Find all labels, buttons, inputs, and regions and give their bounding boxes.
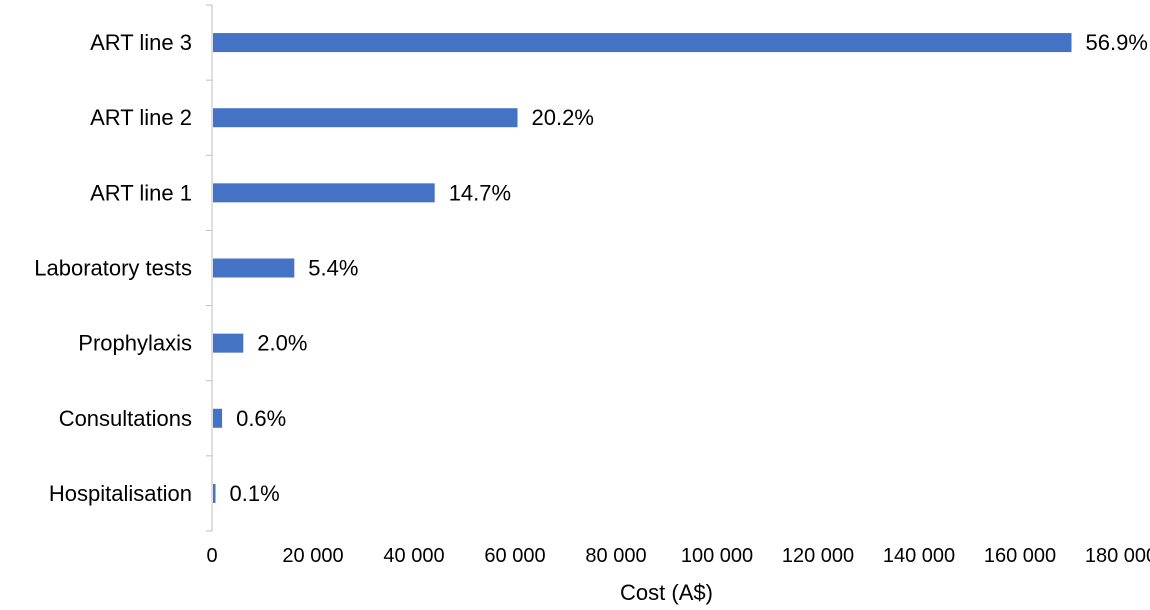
data-label: 14.7% — [449, 180, 511, 205]
y-axis-ticks — [206, 4, 212, 532]
data-label: 2.0% — [257, 331, 307, 356]
x-axis-tick-labels: 0 20 000 40 000 60 000 80 000 100 000 120 000 1… — [206, 545, 1150, 567]
category-label: ART line 3 — [90, 30, 192, 55]
bars — [213, 33, 1072, 503]
data-label: 0.6% — [236, 406, 286, 431]
data-labels: 56.9% 20.2% 14.7% 5.4% 2.0% 0.6% 0.1% — [230, 30, 1148, 506]
x-tick-label: 120 000 — [782, 545, 854, 567]
bar — [213, 33, 1072, 53]
category-labels: ART line 3 ART line 2 ART line 1 Laboratory… — [34, 30, 192, 506]
category-label: Consultations — [59, 406, 192, 431]
x-tick-label: 0 — [206, 545, 217, 567]
bar — [213, 408, 223, 428]
x-tick-label: 80 000 — [585, 545, 646, 567]
x-tick-label: 60 000 — [484, 545, 545, 567]
bar — [213, 333, 244, 353]
x-tick-label: 40 000 — [383, 545, 444, 567]
data-label: 56.9% — [1086, 30, 1148, 55]
category-label: Laboratory tests — [34, 256, 192, 281]
data-label: 20.2% — [532, 105, 594, 130]
x-tick-label: 140 000 — [883, 545, 955, 567]
x-tick-label: 100 000 — [681, 545, 753, 567]
bar — [213, 483, 216, 503]
bar — [213, 183, 435, 203]
data-label: 5.4% — [308, 256, 358, 281]
bar — [213, 108, 518, 128]
x-tick-label: 180 000 — [1085, 545, 1150, 567]
category-label: ART line 2 — [90, 105, 192, 130]
category-label: Prophylaxis — [78, 331, 192, 356]
x-tick-label: 20 000 — [282, 545, 343, 567]
bar — [213, 258, 295, 278]
category-label: Hospitalisation — [49, 481, 192, 506]
x-axis-title: Cost (A$) — [620, 580, 713, 605]
data-label: 0.1% — [230, 481, 280, 506]
x-tick-label: 160 000 — [984, 545, 1056, 567]
category-label: ART line 1 — [90, 180, 192, 205]
